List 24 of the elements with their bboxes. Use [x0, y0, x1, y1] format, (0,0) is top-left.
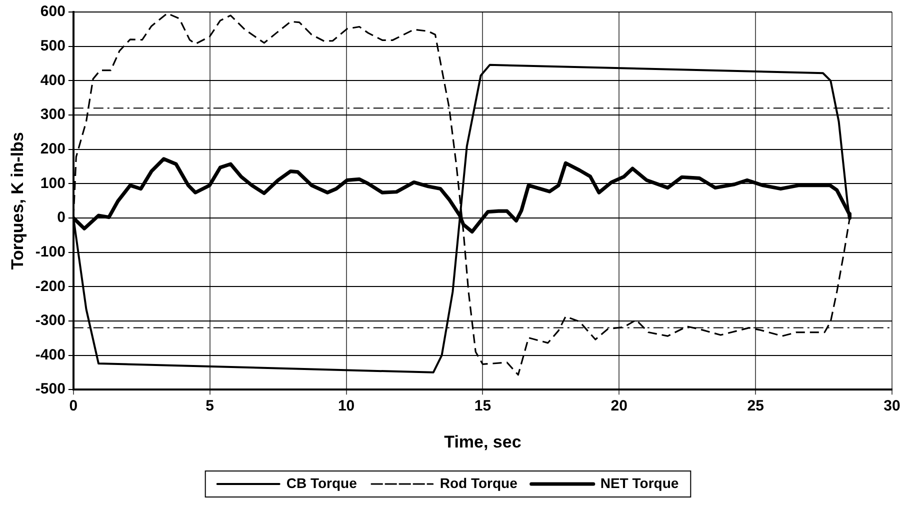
y-tick-label: 400: [40, 72, 66, 89]
x-tick-label: 30: [884, 398, 900, 415]
y-tick-label: -500: [35, 380, 66, 398]
legend-label: CB Torque: [286, 474, 358, 491]
x-tick-label: 0: [69, 398, 78, 415]
x-axis-title: Time, sec: [444, 432, 522, 452]
y-tick-label: 0: [57, 209, 66, 226]
x-tick-label: 25: [747, 398, 764, 415]
y-tick-label: 500: [40, 37, 66, 54]
y-tick-label: 600: [40, 3, 66, 20]
legend-label: NET Torque: [600, 474, 679, 491]
x-tick-label: 10: [338, 398, 355, 415]
y-tick-label: -400: [35, 346, 66, 364]
y-tick-label: 300: [40, 106, 66, 124]
x-tick-label: 5: [206, 398, 214, 415]
x-tick-label: 15: [474, 398, 492, 415]
x-tick-label: 20: [610, 398, 628, 415]
y-tick-label: -300: [35, 312, 66, 330]
y-axis-title: Torques, K in-lbs: [8, 132, 27, 270]
y-tick-label: 100: [40, 174, 66, 192]
legend-label: Rod Torque: [440, 474, 518, 491]
y-tick-label: 200: [40, 140, 66, 158]
y-tick-label: -100: [35, 243, 66, 260]
y-tick-label: -200: [35, 278, 66, 295]
